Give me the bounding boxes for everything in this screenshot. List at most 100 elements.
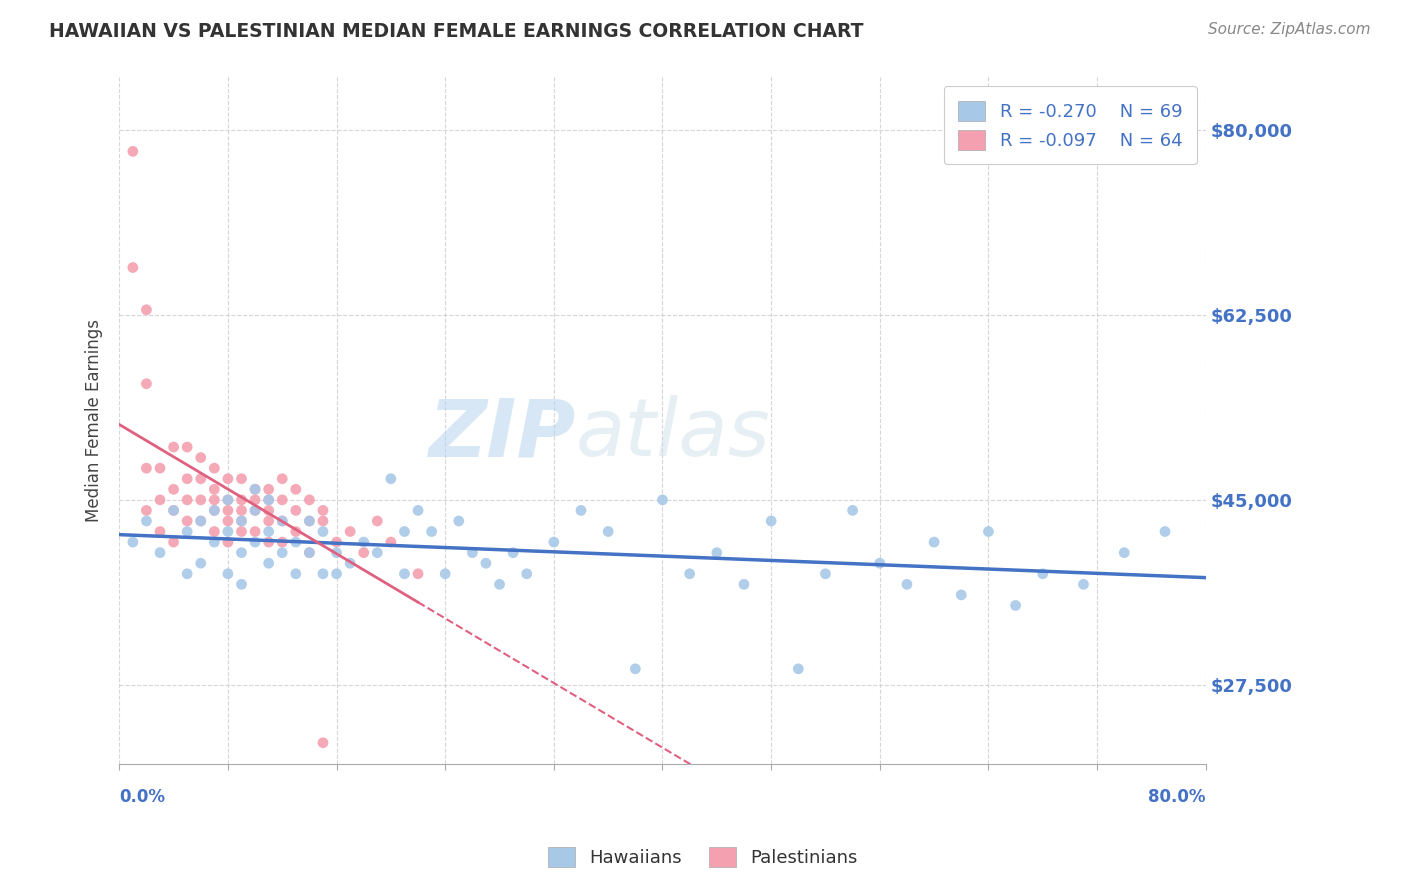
Point (243, 535, 266, 549)
Point (162, 440, 184, 454)
Point (1004, 599, 1026, 613)
Point (202, 503, 225, 517)
Text: HAWAIIAN VS PALESTINIAN MEDIAN FEMALE EARNINGS CORRELATION CHART: HAWAIIAN VS PALESTINIAN MEDIAN FEMALE EA… (49, 22, 863, 41)
Legend: Hawaiians, Palestinians: Hawaiians, Palestinians (541, 839, 865, 874)
Legend: R = -0.270    N = 69, R = -0.097    N = 64: R = -0.270 N = 69, R = -0.097 N = 64 (943, 87, 1197, 164)
Point (217, 524, 239, 539)
Point (977, 524, 1000, 539)
Point (733, 577, 755, 591)
Text: atlas: atlas (575, 395, 770, 474)
Point (271, 492, 294, 507)
Point (162, 483, 184, 497)
Point (231, 514, 253, 528)
Point (217, 472, 239, 486)
Point (202, 524, 225, 539)
Point (475, 556, 498, 570)
Point (325, 535, 347, 549)
Point (257, 535, 280, 549)
Point (176, 514, 198, 528)
Point (1032, 566, 1054, 581)
Text: 0.0%: 0.0% (120, 788, 166, 805)
Point (394, 524, 416, 539)
Point (231, 472, 253, 486)
Point (231, 546, 253, 560)
Point (298, 546, 321, 560)
Point (190, 556, 212, 570)
Point (394, 566, 416, 581)
Point (243, 483, 266, 497)
Point (257, 492, 280, 507)
Point (869, 556, 891, 570)
Point (569, 503, 592, 517)
Point (202, 461, 225, 475)
Point (149, 492, 172, 507)
Point (434, 566, 457, 581)
Point (380, 472, 402, 486)
Point (135, 302, 157, 317)
Point (176, 472, 198, 486)
Point (162, 503, 184, 517)
Point (488, 577, 510, 591)
Point (190, 492, 212, 507)
Point (271, 535, 294, 549)
Point (406, 503, 429, 517)
Point (243, 503, 266, 517)
Point (679, 566, 702, 581)
Point (162, 503, 184, 517)
Point (651, 492, 673, 507)
Point (339, 556, 361, 570)
Point (217, 492, 239, 507)
Point (759, 514, 782, 528)
Point (461, 546, 484, 560)
Text: ZIP: ZIP (429, 395, 575, 474)
Point (257, 503, 280, 517)
Point (366, 514, 388, 528)
Point (231, 503, 253, 517)
Point (135, 376, 157, 391)
Point (149, 546, 172, 560)
Point (202, 492, 225, 507)
Point (312, 524, 335, 539)
Point (950, 588, 973, 602)
Point (243, 483, 266, 497)
Point (353, 535, 375, 549)
Point (325, 546, 347, 560)
Point (135, 514, 157, 528)
Point (447, 514, 470, 528)
Point (135, 461, 157, 475)
Y-axis label: Median Female Earnings: Median Female Earnings (86, 319, 103, 522)
Point (149, 524, 172, 539)
Point (231, 524, 253, 539)
Point (284, 483, 307, 497)
Point (339, 524, 361, 539)
Point (366, 546, 388, 560)
Point (598, 524, 620, 539)
Point (787, 662, 810, 676)
Point (896, 577, 918, 591)
Text: Source: ZipAtlas.com: Source: ZipAtlas.com (1208, 22, 1371, 37)
Point (176, 440, 198, 454)
Point (176, 566, 198, 581)
Point (420, 524, 443, 539)
Point (1154, 524, 1177, 539)
Point (217, 566, 239, 581)
Point (271, 472, 294, 486)
Text: 80.0%: 80.0% (1149, 788, 1206, 805)
Point (190, 472, 212, 486)
Point (243, 524, 266, 539)
Point (176, 492, 198, 507)
Point (841, 503, 863, 517)
Point (706, 546, 728, 560)
Point (284, 503, 307, 517)
Point (325, 566, 347, 581)
Point (298, 514, 321, 528)
Point (231, 514, 253, 528)
Point (502, 546, 524, 560)
Point (257, 556, 280, 570)
Point (176, 524, 198, 539)
Point (1114, 546, 1136, 560)
Point (271, 546, 294, 560)
Point (217, 514, 239, 528)
Point (543, 535, 565, 549)
Point (312, 566, 335, 581)
